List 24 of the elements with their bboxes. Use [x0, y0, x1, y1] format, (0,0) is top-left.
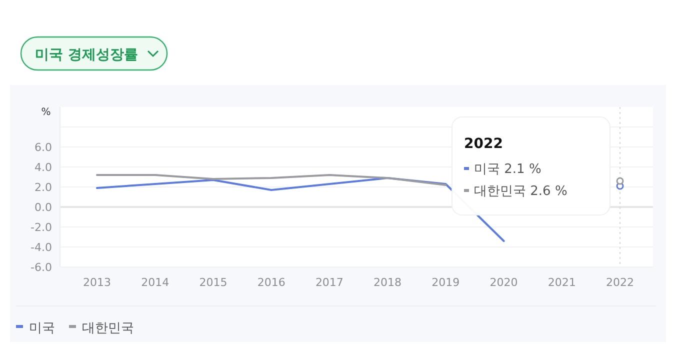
annotation: 미국 2.1 %: [474, 162, 542, 177]
y-tick-label: -2.0: [30, 221, 52, 234]
x-tick-label: 2016: [257, 276, 286, 289]
x-tick-label: 2017: [315, 276, 344, 289]
x-tick-label: 2020: [490, 276, 518, 289]
x-tick-label: 2013: [83, 276, 111, 289]
y-tick-label: -4.0: [30, 241, 52, 254]
y-tick-label: 2.0: [34, 181, 52, 194]
x-tick-label: 2014: [141, 276, 170, 289]
x-tick-label: 2019: [432, 276, 460, 289]
legend-label: 미국: [29, 321, 55, 336]
y-tick-label: 6.0: [34, 141, 52, 154]
x-tick-label: 2018: [374, 276, 402, 289]
y-tick-label: 4.0: [34, 161, 52, 174]
y-tick-label: 0.0: [34, 201, 52, 214]
title: 미국 경제성장률: [35, 47, 138, 63]
x-tick-label: 2021: [548, 276, 576, 289]
y-axis-title: %: [41, 107, 51, 118]
annotation: 2022: [464, 136, 503, 152]
annotation: 대한민국 2.6 %: [474, 184, 568, 199]
legend-label: 대한민국: [82, 321, 134, 336]
y-tick-label: -6.0: [30, 261, 52, 274]
x-tick-label: 2022: [606, 276, 634, 289]
x-tick-label: 2015: [199, 276, 228, 289]
